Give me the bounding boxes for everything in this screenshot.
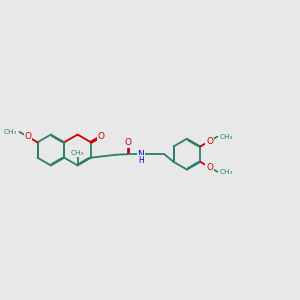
Text: O: O <box>206 163 213 172</box>
Text: H: H <box>138 156 144 165</box>
Text: CH₃: CH₃ <box>219 169 233 175</box>
Text: CH₃: CH₃ <box>219 134 233 140</box>
Text: N: N <box>137 150 144 159</box>
Text: O: O <box>24 132 31 141</box>
Text: O: O <box>206 136 213 146</box>
Text: CH₃: CH₃ <box>4 129 17 135</box>
Text: CH₃: CH₃ <box>71 150 84 156</box>
Text: O: O <box>125 138 132 147</box>
Text: O: O <box>97 132 104 141</box>
